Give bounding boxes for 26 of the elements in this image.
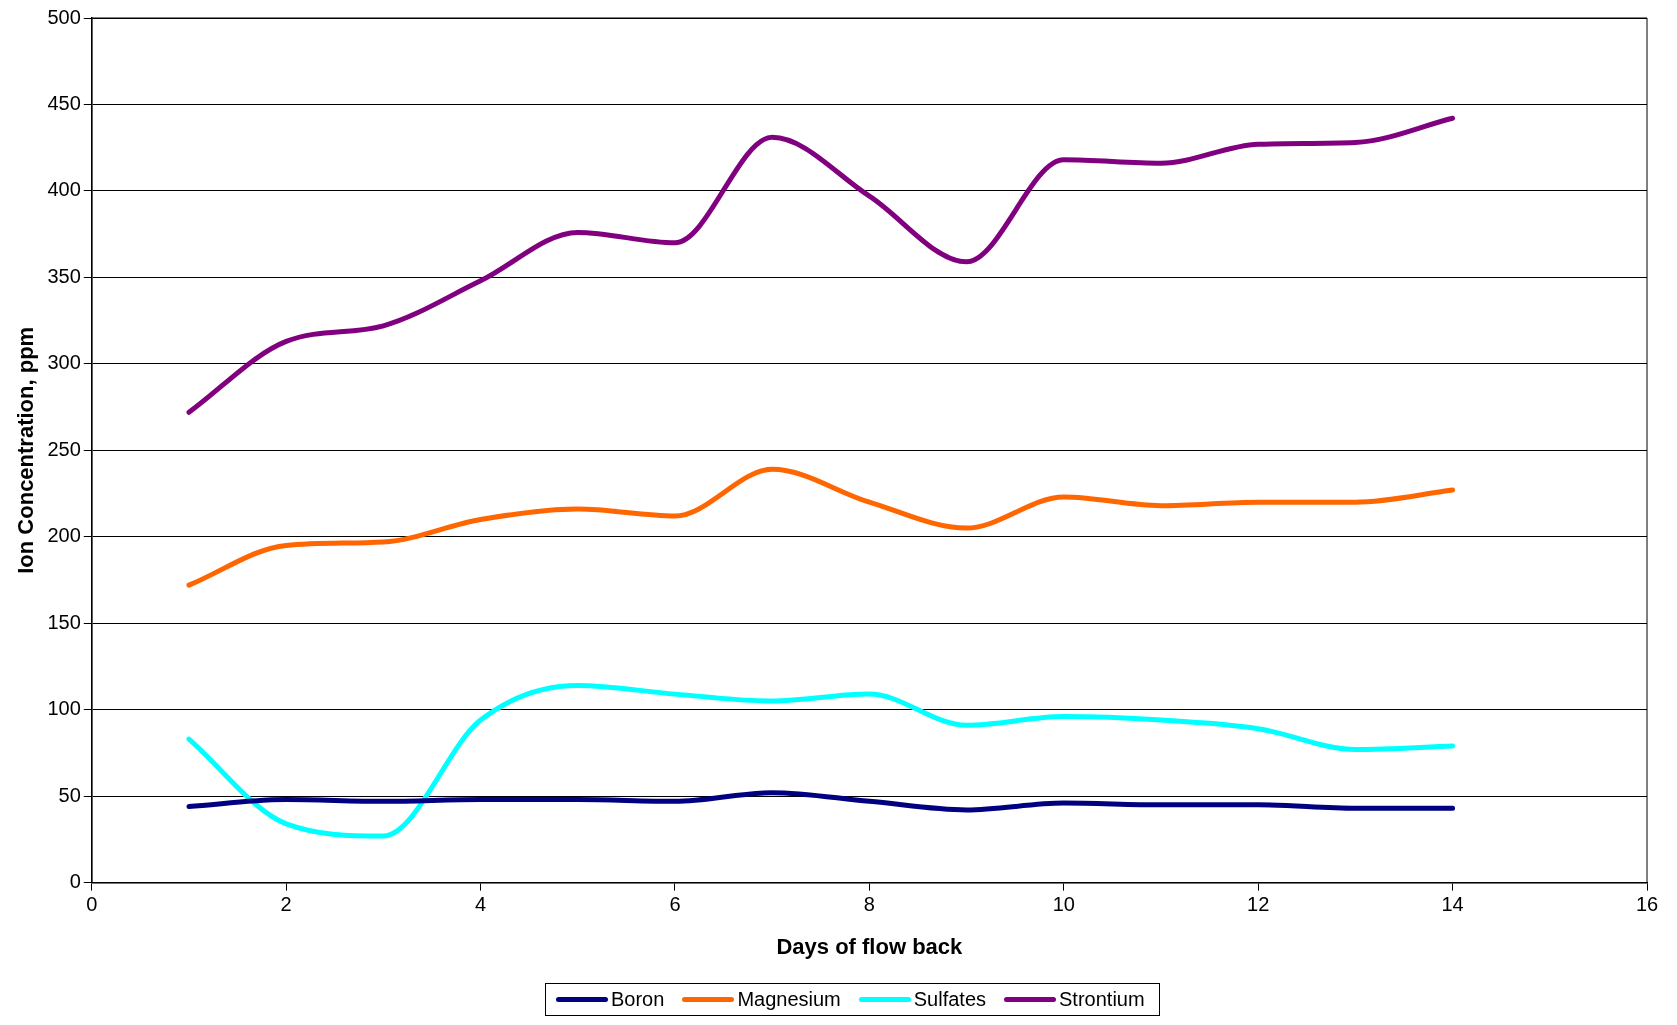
x-tick-label: 6 (669, 893, 681, 916)
y-tick-label: 500 (47, 5, 81, 28)
y-tick-label: 150 (47, 610, 81, 633)
y-tick-label: 200 (47, 524, 81, 547)
x-tick-label: 8 (863, 893, 875, 916)
x-tick-label: 16 (1635, 893, 1659, 916)
y-tick-label: 350 (47, 264, 81, 287)
y-tick-label: 100 (47, 697, 81, 720)
x-tick-label: 10 (1052, 893, 1075, 916)
x-tick-label: 0 (86, 893, 98, 916)
x-axis-title: Days of flow back (776, 933, 964, 959)
x-tick-label: 12 (1247, 893, 1270, 916)
x-tick-label: 2 (280, 893, 292, 916)
x-tick-label: 14 (1441, 893, 1464, 916)
legend-label: Magnesium (736, 988, 842, 1011)
y-tick-label: 0 (69, 870, 81, 893)
y-tick-label: 250 (47, 437, 81, 460)
x-tick-label: 4 (475, 893, 487, 916)
y-axis-title: Ion Concentration, ppm (13, 326, 39, 574)
y-tick-label: 300 (47, 351, 81, 374)
legend-label: Strontium (1058, 988, 1146, 1011)
legend-label: Sulfates (912, 988, 988, 1011)
y-tick-label: 400 (47, 178, 81, 201)
legend-label: Boron (610, 988, 666, 1011)
y-tick-label: 450 (47, 91, 81, 114)
y-tick-label: 50 (58, 783, 81, 806)
